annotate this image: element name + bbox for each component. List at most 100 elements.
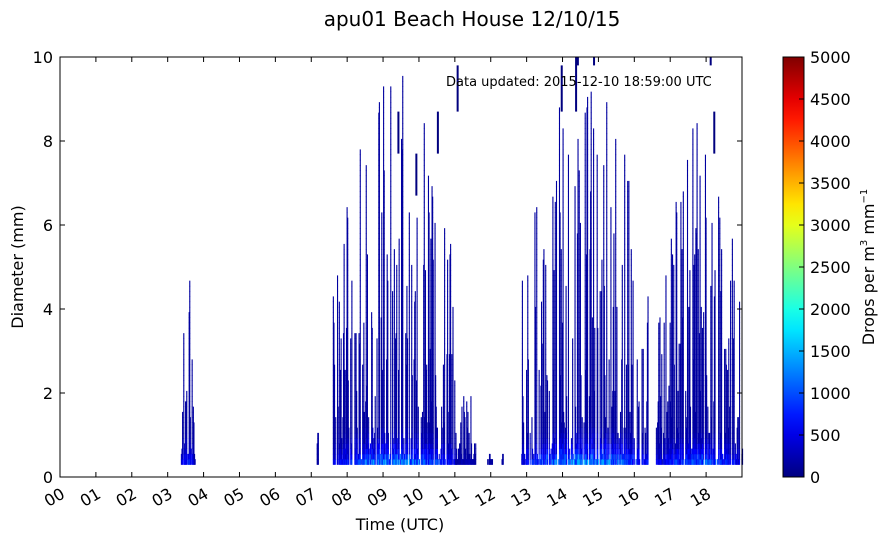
heatmap-cell (371, 348, 373, 355)
heatmap-cell (185, 417, 187, 423)
heatmap-cell (366, 259, 368, 266)
heatmap-cell (436, 438, 438, 444)
heatmap-cell (360, 459, 362, 465)
heatmap-cell (366, 396, 368, 402)
heatmap-cell (444, 333, 446, 339)
heatmap-cell (372, 448, 374, 455)
heatmap-cell (374, 432, 376, 439)
heatmap-cell (395, 385, 397, 392)
heatmap-cell (378, 212, 380, 219)
heatmap-cell (185, 411, 187, 418)
heatmap-cell (362, 390, 364, 397)
heatmap-cell (521, 448, 523, 455)
heatmap-cell (378, 138, 380, 145)
heatmap-cell (350, 443, 352, 450)
heatmap-cell (350, 459, 352, 465)
heatmap-cell (426, 380, 428, 387)
heatmap-cell (558, 238, 561, 245)
heatmap-cell (555, 427, 558, 434)
heatmap-cell (555, 385, 558, 392)
heatmap-cell (521, 380, 523, 387)
heatmap-cell (521, 291, 523, 297)
heatmap-cell (535, 453, 537, 460)
heatmap-cell (376, 438, 378, 444)
heatmap-cell (432, 212, 434, 219)
heatmap-cell (546, 401, 548, 408)
heatmap-cell (444, 427, 446, 434)
heatmap-cell (555, 453, 558, 460)
heatmap-cell (386, 312, 388, 318)
heatmap-cell (416, 417, 418, 423)
heatmap-cell (431, 275, 433, 282)
heatmap-cell (374, 417, 376, 423)
heatmap-cell (395, 390, 397, 397)
heatmap-cell (460, 453, 462, 460)
heatmap-cell (386, 380, 388, 387)
heatmap-cell (335, 453, 337, 460)
heatmap-cell (434, 333, 436, 339)
heatmap-cell (555, 296, 558, 303)
heatmap-cell (423, 432, 425, 439)
heatmap-cell (365, 170, 367, 177)
heatmap-cell (434, 348, 436, 355)
heatmap-cell (351, 448, 353, 455)
heatmap-cell (383, 275, 385, 282)
heatmap-cell (416, 322, 418, 329)
heatmap-cell (359, 296, 361, 303)
heatmap-cell (561, 375, 564, 381)
heatmap-cell (434, 322, 436, 329)
heatmap-cell (442, 380, 444, 387)
heatmap-cell (435, 406, 437, 413)
heatmap-cell (456, 459, 458, 465)
heatmap-cell (545, 291, 547, 297)
heatmap-cell (449, 285, 451, 292)
heatmap-cell (193, 453, 195, 460)
heatmap-cell (343, 280, 345, 287)
heatmap-cell (567, 296, 570, 303)
heatmap-cell (413, 422, 415, 429)
heatmap-cell (423, 128, 425, 135)
heatmap-cell (536, 275, 538, 282)
heatmap-cell (527, 296, 529, 303)
heatmap-cell (406, 390, 409, 397)
heatmap-cell (559, 249, 561, 255)
heatmap-cell (425, 396, 427, 402)
heatmap-cell (191, 448, 193, 455)
heatmap-cell (423, 375, 425, 381)
heatmap-cell (402, 175, 404, 182)
heatmap-cell (430, 317, 432, 324)
heatmap-cell (423, 264, 425, 271)
heatmap-cell (380, 411, 382, 418)
heatmap-cell (398, 422, 400, 429)
heatmap-cell (401, 375, 403, 381)
heatmap-cell (401, 401, 403, 408)
heatmap-cell (555, 212, 558, 219)
heatmap-cell (546, 390, 549, 397)
heatmap-cell (555, 270, 558, 276)
heatmap-cell (536, 270, 538, 276)
heatmap-cell (408, 348, 410, 355)
heatmap-cell (535, 375, 537, 381)
heatmap-cell (542, 312, 544, 318)
heatmap-cell (565, 338, 567, 345)
heatmap-cell (552, 401, 554, 408)
heatmap-cell (554, 432, 556, 439)
heatmap-cell (461, 432, 463, 439)
heatmap-cell (542, 364, 544, 371)
heatmap-cell (343, 427, 345, 434)
heatmap-cell (566, 406, 568, 413)
heatmap-cell (561, 432, 564, 439)
heatmap-cell (378, 133, 380, 140)
heatmap-cell (428, 306, 430, 313)
heatmap-cell (564, 432, 567, 439)
heatmap-cell (346, 228, 348, 234)
heatmap-cell (347, 338, 349, 345)
heatmap-cell (347, 411, 349, 418)
heatmap-cell (562, 275, 564, 282)
heatmap-cell (423, 301, 425, 308)
heatmap-cell (561, 453, 564, 460)
heatmap-cell (355, 401, 357, 408)
heatmap-cell (359, 264, 361, 271)
heatmap-cell (470, 411, 472, 418)
heatmap-cell (354, 443, 356, 450)
